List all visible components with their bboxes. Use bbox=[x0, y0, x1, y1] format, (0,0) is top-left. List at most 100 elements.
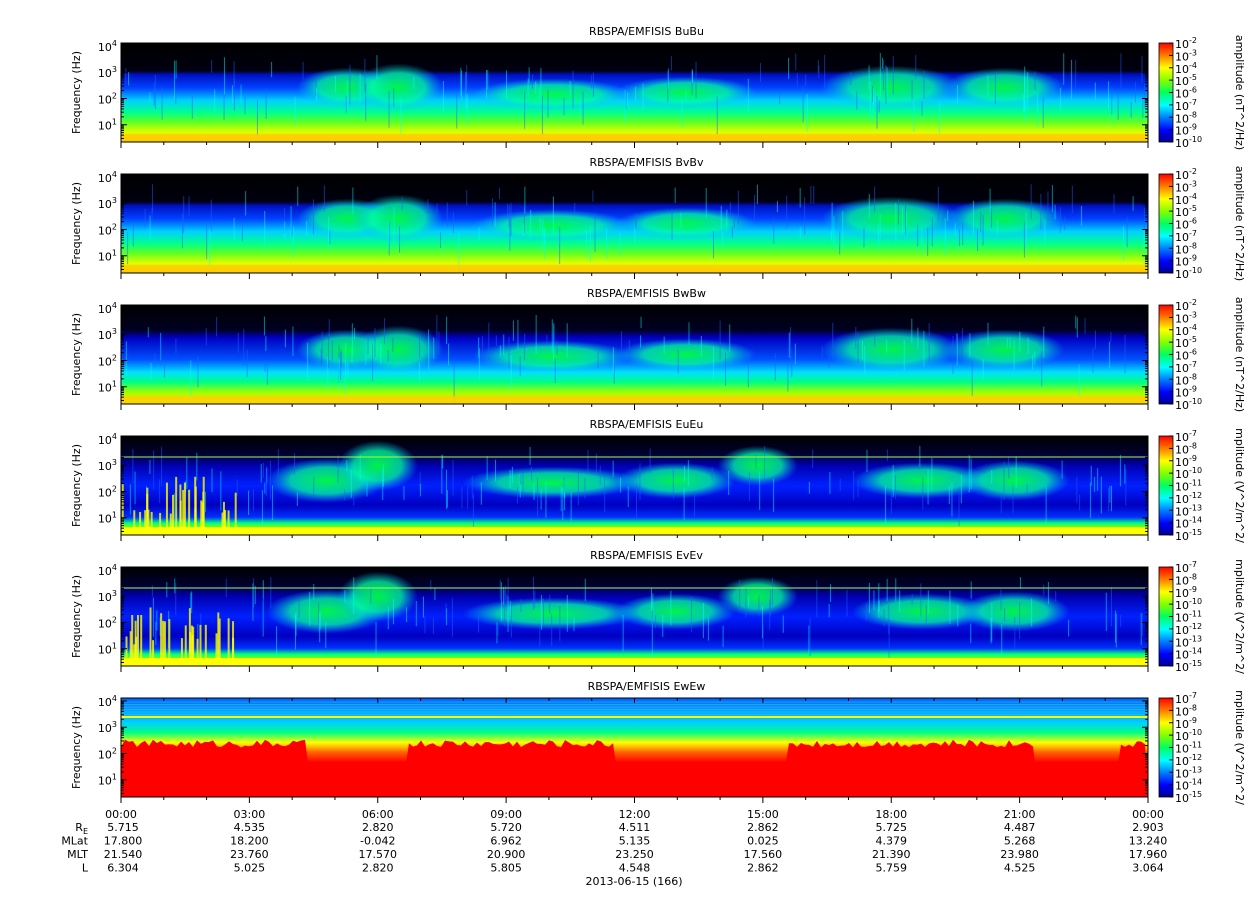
spectrogram-image bbox=[121, 567, 1148, 666]
colorbar-tick-label: 10-14 bbox=[1175, 647, 1202, 662]
colorbar-tick-label: 10-9 bbox=[1175, 123, 1197, 138]
ephemeris-value: 17.570 bbox=[359, 848, 398, 861]
y-axis-label: Frequency (Hz) bbox=[70, 444, 83, 527]
colorbar-tick-label: 10-7 bbox=[1175, 560, 1197, 575]
colorbar-tick-label: 10-11 bbox=[1175, 610, 1202, 625]
spectrogram-panel-1: RBSPA/EMFISIS BuBu 101 102 103 104 Frequency … bbox=[70, 25, 1246, 150]
ephemeris-value: 21.540 bbox=[104, 848, 143, 861]
x-tick-label: 21:00 bbox=[1004, 808, 1036, 821]
ephemeris-value: 4.525 bbox=[1004, 862, 1036, 875]
ephemeris-value: 5.268 bbox=[1004, 835, 1036, 848]
ephemeris-value: 18.200 bbox=[230, 835, 269, 848]
colorbar-tick-label: 10-4 bbox=[1175, 323, 1197, 338]
colorbar-tick-label: 10-7 bbox=[1175, 360, 1197, 375]
y-axis-label: Frequency (Hz) bbox=[70, 313, 83, 396]
colorbar-tick-label: 10-13 bbox=[1175, 503, 1202, 518]
colorbar-tick-label: 10-12 bbox=[1175, 491, 1202, 506]
x-tick-label: 06:00 bbox=[362, 808, 394, 821]
ephemeris-value: 6.304 bbox=[107, 862, 139, 875]
y-tick-label: 103 bbox=[98, 589, 117, 604]
ephemeris-value: 17.560 bbox=[744, 848, 783, 861]
colorbar-tick-label: 10-10 bbox=[1175, 397, 1202, 412]
ephemeris-value: 4.548 bbox=[619, 862, 651, 875]
ephemeris-value: 5.025 bbox=[234, 862, 266, 875]
ephemeris-value: 5.759 bbox=[876, 862, 908, 875]
x-tick-label: 00:00 bbox=[1132, 808, 1164, 821]
spectrogram-panel-3: RBSPA/EMFISIS BwBw 101 102 103 104 Frequency … bbox=[70, 287, 1246, 412]
colorbar-tick-label: 10-7 bbox=[1175, 429, 1197, 444]
colorbar-tick-label: 10-10 bbox=[1175, 597, 1202, 612]
colorbar-tick-label: 10-6 bbox=[1175, 217, 1197, 232]
ephemeris-value: 0.025 bbox=[747, 835, 779, 848]
y-tick-label: 104 bbox=[98, 301, 117, 316]
colorbar-tick-label: 10-14 bbox=[1175, 516, 1202, 531]
ephemeris-value: 4.511 bbox=[619, 821, 651, 834]
ephemeris-value: 5.135 bbox=[619, 835, 651, 848]
ephemeris-value: 6.962 bbox=[490, 835, 522, 848]
ephemeris-value: 13.240 bbox=[1129, 835, 1168, 848]
spectrogram-panel-2: RBSPA/EMFISIS BvBv 101 102 103 104 Frequency … bbox=[70, 156, 1246, 281]
panel-title: RBSPA/EMFISIS EwEw bbox=[588, 680, 706, 693]
colorbar-tick-label: 10-8 bbox=[1175, 441, 1197, 456]
colorbar-label: mplitude (V^2/m^2/ bbox=[1233, 690, 1246, 805]
colorbar-tick-label: 10-15 bbox=[1175, 528, 1202, 543]
ephemeris-value: 2.820 bbox=[362, 862, 394, 875]
y-tick-label: 101 bbox=[98, 511, 117, 526]
colorbar-label: amplitude (nT^2/Hz) bbox=[1233, 166, 1246, 281]
y-tick-label: 103 bbox=[98, 196, 117, 211]
y-tick-label: 104 bbox=[98, 432, 117, 447]
x-tick-label: 09:00 bbox=[490, 808, 522, 821]
x-tick-label: 00:00 bbox=[105, 808, 137, 821]
colorbar-tick-label: 10-9 bbox=[1175, 585, 1197, 600]
spectrogram-panel-6: RBSPA/EMFISIS EwEw 101 102 103 104 Frequency … bbox=[70, 680, 1246, 805]
ephemeris-value: 23.250 bbox=[615, 848, 654, 861]
spectrogram-panel-5: RBSPA/EMFISIS EvEv 101 102 103 104 Frequency … bbox=[70, 549, 1246, 674]
y-tick-label: 103 bbox=[98, 458, 117, 473]
ephemeris-label: MLat bbox=[61, 835, 88, 848]
colorbar-tick-label: 10-8 bbox=[1175, 703, 1197, 718]
y-tick-label: 102 bbox=[98, 222, 117, 237]
y-tick-label: 104 bbox=[98, 694, 117, 709]
x-tick-label: 12:00 bbox=[619, 808, 651, 821]
panel-title: RBSPA/EMFISIS EvEv bbox=[590, 549, 703, 562]
y-tick-label: 101 bbox=[98, 773, 117, 788]
ephemeris-value: 20.900 bbox=[487, 848, 526, 861]
spectrogram-image bbox=[121, 43, 1148, 142]
ephemeris-value: 21.390 bbox=[872, 848, 911, 861]
y-tick-label: 101 bbox=[98, 642, 117, 657]
ephemeris-value: 5.725 bbox=[876, 821, 908, 834]
ephemeris-value: 4.379 bbox=[876, 835, 908, 848]
x-tick-label: 03:00 bbox=[234, 808, 266, 821]
ephemeris-value: -0.042 bbox=[360, 835, 395, 848]
panel-title: RBSPA/EMFISIS BvBv bbox=[590, 156, 704, 169]
colorbar-tick-label: 10-2 bbox=[1175, 167, 1197, 182]
ephemeris-label: RE bbox=[75, 821, 88, 836]
y-axis-label: Frequency (Hz) bbox=[70, 575, 83, 658]
colorbar-tick-label: 10-8 bbox=[1175, 241, 1197, 256]
colorbar-tick-label: 10-5 bbox=[1175, 73, 1197, 88]
colorbar-tick-label: 10-5 bbox=[1175, 204, 1197, 219]
y-tick-label: 101 bbox=[98, 249, 117, 264]
ephemeris-value: 4.487 bbox=[1004, 821, 1036, 834]
colorbar-tick-label: 10-10 bbox=[1175, 135, 1202, 150]
colorbar-tick-label: 10-12 bbox=[1175, 622, 1202, 637]
ephemeris-value: 23.760 bbox=[230, 848, 269, 861]
colorbar-tick-label: 10-14 bbox=[1175, 778, 1202, 793]
colorbar-tick-label: 10-3 bbox=[1175, 310, 1197, 325]
y-tick-label: 103 bbox=[98, 720, 117, 735]
colorbar-tick-label: 10-9 bbox=[1175, 254, 1197, 269]
colorbar-tick-label: 10-8 bbox=[1175, 110, 1197, 125]
spectrogram-panel-4: RBSPA/EMFISIS EuEu 101 102 103 104 Frequency … bbox=[70, 418, 1246, 543]
ephemeris-value: 17.960 bbox=[1129, 848, 1168, 861]
y-axis-label: Frequency (Hz) bbox=[70, 51, 83, 134]
y-tick-label: 101 bbox=[98, 380, 117, 395]
colorbar-tick-label: 10-7 bbox=[1175, 98, 1197, 113]
ephemeris-label: L bbox=[82, 862, 89, 875]
y-axis-label: Frequency (Hz) bbox=[70, 706, 83, 789]
colorbar-tick-label: 10-6 bbox=[1175, 86, 1197, 101]
spectrogram-image bbox=[121, 698, 1148, 797]
ephemeris-value: 2.862 bbox=[747, 862, 779, 875]
y-axis-label: Frequency (Hz) bbox=[70, 182, 83, 265]
colorbar-tick-label: 10-4 bbox=[1175, 192, 1197, 207]
y-tick-label: 103 bbox=[98, 65, 117, 80]
